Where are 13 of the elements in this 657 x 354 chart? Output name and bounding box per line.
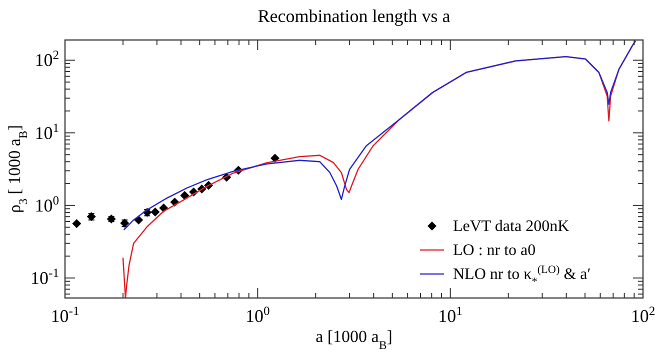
y-tick-label: 10$^{1}$ <box>34 120 59 143</box>
legend-label: LeVT data 200nK <box>453 218 570 235</box>
legend-label: LO : nr to a0 <box>453 242 536 259</box>
x-tick-label: 10$^{0}$ <box>246 304 270 326</box>
chart-title: Recombination length vs a <box>258 6 450 26</box>
x-tick-label: 10$^{1}$ <box>438 304 462 326</box>
y-tick-label: 10$^{-1}$ <box>30 266 59 288</box>
x-tick-label: 10$^{2}$ <box>630 304 656 326</box>
y-tick-label: 10$^{0}$ <box>34 193 59 216</box>
y-tick-label: 10$^{2}$ <box>34 48 59 70</box>
x-tick-label: 10$^{-1}$ <box>50 304 80 326</box>
x-axis-title: a [1000 a$_{B}$] <box>316 327 392 352</box>
legend-label: NLO nr to κ$_{*}$$^{(LO)}$ & a′ <box>453 264 591 288</box>
